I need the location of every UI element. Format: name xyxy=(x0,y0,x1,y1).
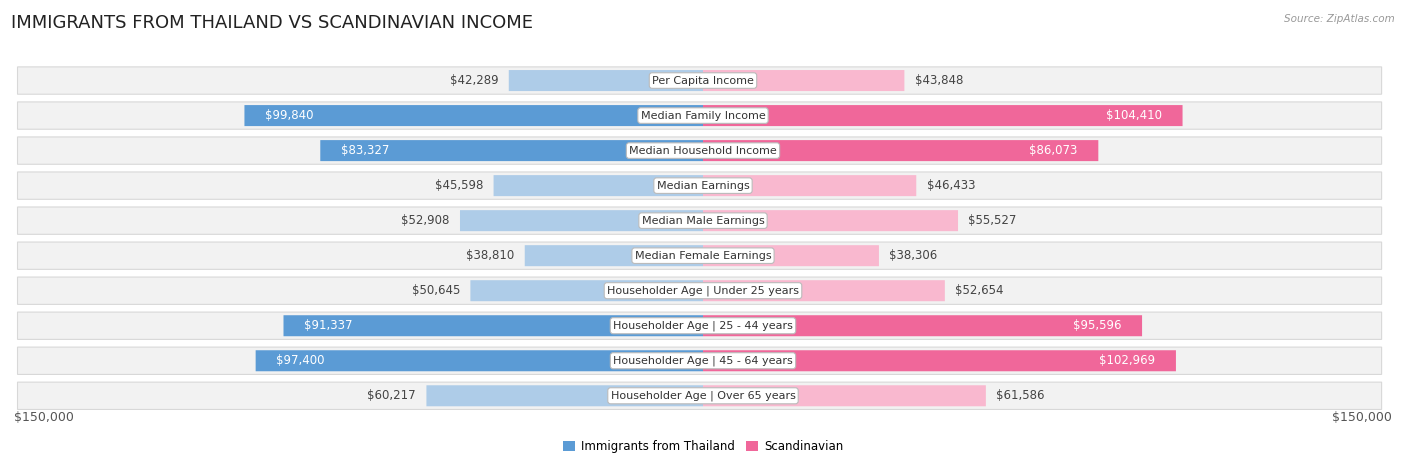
FancyBboxPatch shape xyxy=(703,385,986,406)
FancyBboxPatch shape xyxy=(17,347,1382,375)
Text: Householder Age | 25 - 44 years: Householder Age | 25 - 44 years xyxy=(613,320,793,331)
Text: $86,073: $86,073 xyxy=(1029,144,1077,157)
Text: Per Capita Income: Per Capita Income xyxy=(652,76,754,85)
Text: Householder Age | Under 25 years: Householder Age | Under 25 years xyxy=(607,285,799,296)
FancyBboxPatch shape xyxy=(703,175,917,196)
FancyBboxPatch shape xyxy=(17,242,1382,269)
Text: $104,410: $104,410 xyxy=(1107,109,1161,122)
Text: $52,654: $52,654 xyxy=(955,284,1004,297)
FancyBboxPatch shape xyxy=(703,105,1182,126)
Text: $61,586: $61,586 xyxy=(997,389,1045,402)
FancyBboxPatch shape xyxy=(703,70,904,91)
FancyBboxPatch shape xyxy=(17,172,1382,199)
Text: $91,337: $91,337 xyxy=(304,319,353,332)
Legend: Immigrants from Thailand, Scandinavian: Immigrants from Thailand, Scandinavian xyxy=(558,436,848,458)
Text: $60,217: $60,217 xyxy=(367,389,416,402)
FancyBboxPatch shape xyxy=(524,245,703,266)
Text: $38,810: $38,810 xyxy=(467,249,515,262)
FancyBboxPatch shape xyxy=(703,140,1098,161)
FancyBboxPatch shape xyxy=(17,312,1382,340)
FancyBboxPatch shape xyxy=(245,105,703,126)
FancyBboxPatch shape xyxy=(494,175,703,196)
FancyBboxPatch shape xyxy=(460,210,703,231)
Text: $43,848: $43,848 xyxy=(915,74,963,87)
Text: Median Household Income: Median Household Income xyxy=(628,146,778,156)
FancyBboxPatch shape xyxy=(703,280,945,301)
Text: $97,400: $97,400 xyxy=(277,354,325,367)
Text: Source: ZipAtlas.com: Source: ZipAtlas.com xyxy=(1284,14,1395,24)
Text: $38,306: $38,306 xyxy=(889,249,938,262)
FancyBboxPatch shape xyxy=(471,280,703,301)
Text: Median Family Income: Median Family Income xyxy=(641,111,765,120)
FancyBboxPatch shape xyxy=(284,315,703,336)
Text: $52,908: $52,908 xyxy=(401,214,450,227)
Text: $99,840: $99,840 xyxy=(266,109,314,122)
Text: $50,645: $50,645 xyxy=(412,284,460,297)
Text: Householder Age | 45 - 64 years: Householder Age | 45 - 64 years xyxy=(613,355,793,366)
FancyBboxPatch shape xyxy=(17,102,1382,129)
FancyBboxPatch shape xyxy=(703,350,1175,371)
FancyBboxPatch shape xyxy=(17,137,1382,164)
FancyBboxPatch shape xyxy=(426,385,703,406)
Text: $42,289: $42,289 xyxy=(450,74,499,87)
Text: $150,000: $150,000 xyxy=(1331,411,1392,424)
FancyBboxPatch shape xyxy=(17,67,1382,94)
Text: $102,969: $102,969 xyxy=(1099,354,1156,367)
Text: $45,598: $45,598 xyxy=(434,179,484,192)
Text: Median Male Earnings: Median Male Earnings xyxy=(641,216,765,226)
Text: $46,433: $46,433 xyxy=(927,179,976,192)
Text: Median Earnings: Median Earnings xyxy=(657,181,749,191)
FancyBboxPatch shape xyxy=(703,245,879,266)
FancyBboxPatch shape xyxy=(321,140,703,161)
FancyBboxPatch shape xyxy=(703,315,1142,336)
Text: Median Female Earnings: Median Female Earnings xyxy=(634,251,772,261)
Text: Householder Age | Over 65 years: Householder Age | Over 65 years xyxy=(610,390,796,401)
FancyBboxPatch shape xyxy=(703,210,957,231)
FancyBboxPatch shape xyxy=(17,382,1382,410)
FancyBboxPatch shape xyxy=(509,70,703,91)
Text: $55,527: $55,527 xyxy=(969,214,1017,227)
Text: $95,596: $95,596 xyxy=(1073,319,1122,332)
FancyBboxPatch shape xyxy=(17,277,1382,304)
Text: $83,327: $83,327 xyxy=(340,144,389,157)
FancyBboxPatch shape xyxy=(256,350,703,371)
Text: $150,000: $150,000 xyxy=(14,411,75,424)
FancyBboxPatch shape xyxy=(17,207,1382,234)
Text: IMMIGRANTS FROM THAILAND VS SCANDINAVIAN INCOME: IMMIGRANTS FROM THAILAND VS SCANDINAVIAN… xyxy=(11,14,533,32)
